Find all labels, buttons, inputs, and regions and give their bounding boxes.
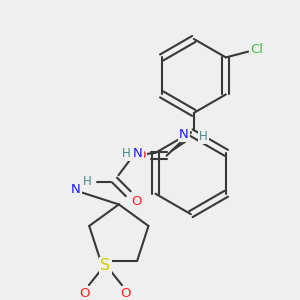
- Text: H: H: [83, 175, 92, 188]
- Text: O: O: [121, 287, 131, 300]
- Text: Cl: Cl: [250, 43, 263, 56]
- Text: H: H: [122, 147, 130, 160]
- Text: H: H: [199, 130, 208, 143]
- Text: S: S: [100, 258, 110, 273]
- Text: O: O: [80, 287, 90, 300]
- Text: O: O: [135, 149, 146, 162]
- Text: N: N: [133, 147, 143, 160]
- Text: N: N: [179, 128, 189, 141]
- Text: O: O: [131, 195, 141, 208]
- Text: N: N: [71, 183, 80, 196]
